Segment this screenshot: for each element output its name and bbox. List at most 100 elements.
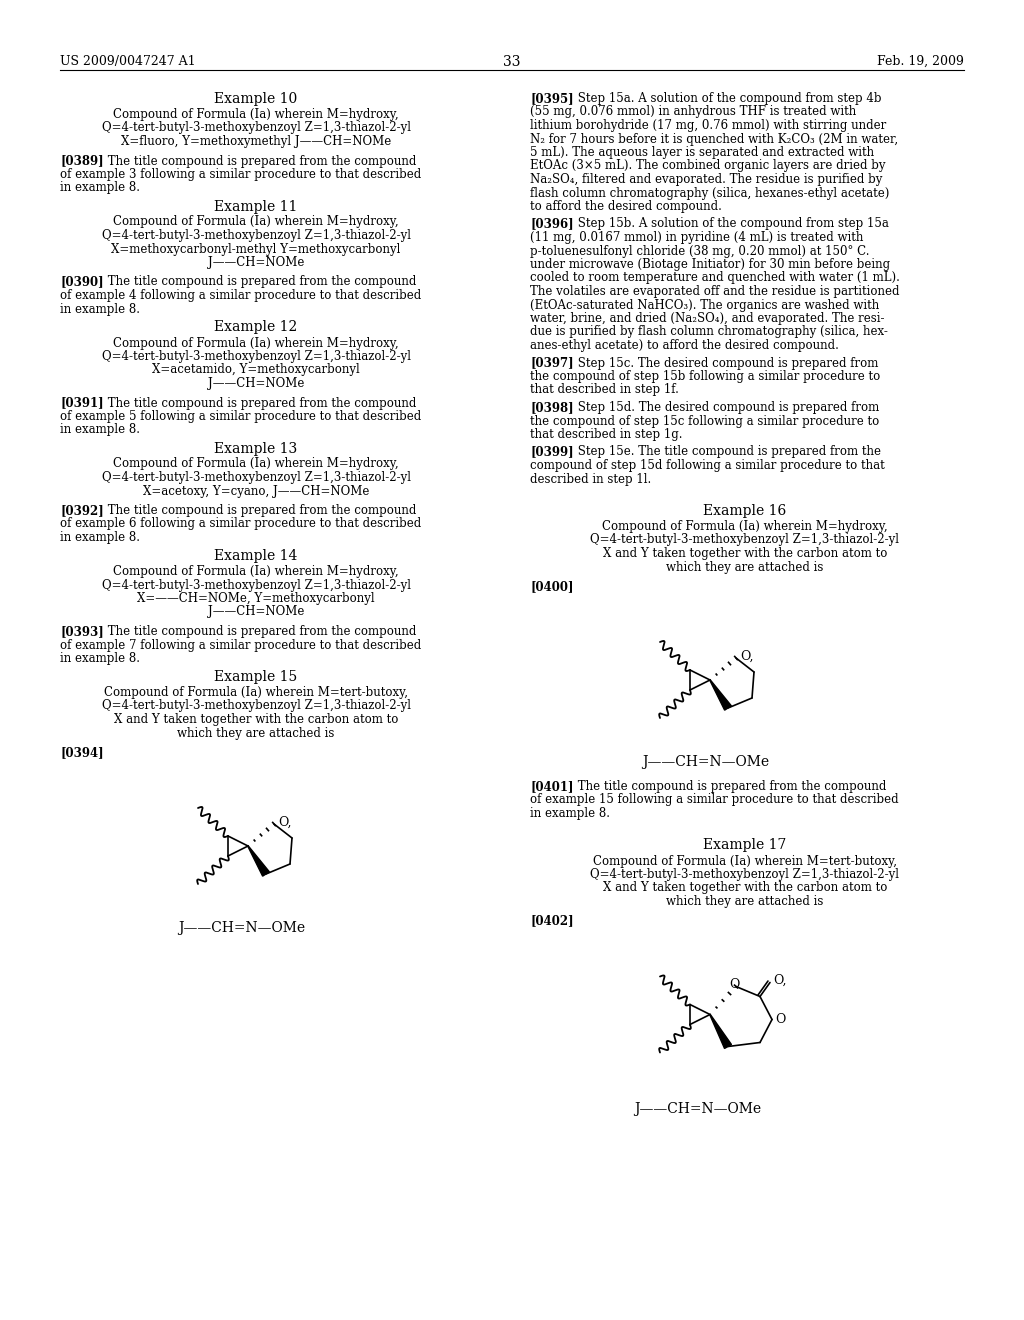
Text: (EtOAc-saturated NaHCO₃). The organics are washed with: (EtOAc-saturated NaHCO₃). The organics a…	[530, 298, 880, 312]
Text: Example 10: Example 10	[214, 92, 298, 106]
Text: The title compound is prepared from the compound: The title compound is prepared from the …	[104, 624, 417, 638]
Text: Example 17: Example 17	[703, 838, 786, 853]
Text: that described in step 1f.: that described in step 1f.	[530, 384, 679, 396]
Text: of example 6 following a similar procedure to that described: of example 6 following a similar procedu…	[60, 517, 421, 531]
Text: The title compound is prepared from the compound: The title compound is prepared from the …	[104, 276, 417, 289]
Text: that described in step 1g.: that described in step 1g.	[530, 428, 683, 441]
Text: Q=4-tert-butyl-3-methoxybenzoyl Z=1,3-thiazol-2-yl: Q=4-tert-butyl-3-methoxybenzoyl Z=1,3-th…	[101, 578, 411, 591]
Text: [0393]: [0393]	[60, 624, 103, 638]
Text: Q=4-tert-butyl-3-methoxybenzoyl Z=1,3-thiazol-2-yl: Q=4-tert-butyl-3-methoxybenzoyl Z=1,3-th…	[101, 228, 411, 242]
Text: X=acetoxy, Y=cyano, J——CH=NOMe: X=acetoxy, Y=cyano, J——CH=NOMe	[142, 484, 370, 498]
Text: Q=4-tert-butyl-3-methoxybenzoyl Z=1,3-thiazol-2-yl: Q=4-tert-butyl-3-methoxybenzoyl Z=1,3-th…	[101, 471, 411, 484]
Text: of example 3 following a similar procedure to that described: of example 3 following a similar procedu…	[60, 168, 421, 181]
Text: p-toluenesulfonyl chloride (38 mg, 0.20 mmol) at 150° C.: p-toluenesulfonyl chloride (38 mg, 0.20 …	[530, 244, 869, 257]
Polygon shape	[710, 680, 731, 710]
Text: Compound of Formula (Ia) wherein M=hydroxy,: Compound of Formula (Ia) wherein M=hydro…	[114, 215, 398, 228]
Text: O,: O,	[740, 649, 754, 663]
Text: the compound of step 15b following a similar procedure to: the compound of step 15b following a sim…	[530, 370, 881, 383]
Text: [0392]: [0392]	[60, 504, 103, 517]
Text: in example 8.: in example 8.	[60, 302, 140, 315]
Text: X and Y taken together with the carbon atom to: X and Y taken together with the carbon a…	[603, 546, 887, 560]
Text: [0402]: [0402]	[530, 915, 573, 928]
Text: in example 8.: in example 8.	[60, 424, 140, 437]
Text: Step 15b. A solution of the compound from step 15a: Step 15b. A solution of the compound fro…	[574, 218, 889, 231]
Text: X=methoxycarbonyl-methyl Y=methoxycarbonyl: X=methoxycarbonyl-methyl Y=methoxycarbon…	[112, 243, 400, 256]
Text: [0391]: [0391]	[60, 396, 103, 409]
Text: flash column chromatography (silica, hexanes-ethyl acetate): flash column chromatography (silica, hex…	[530, 186, 890, 199]
Text: J——CH=NOMe: J——CH=NOMe	[208, 378, 304, 389]
Text: O: O	[775, 1012, 785, 1026]
Text: X and Y taken together with the carbon atom to: X and Y taken together with the carbon a…	[114, 713, 398, 726]
Text: of example 5 following a similar procedure to that described: of example 5 following a similar procedu…	[60, 411, 421, 422]
Text: Example 15: Example 15	[214, 671, 298, 684]
Text: anes-ethyl acetate) to afford the desired compound.: anes-ethyl acetate) to afford the desire…	[530, 339, 839, 352]
Text: [0396]: [0396]	[530, 218, 573, 231]
Text: [0399]: [0399]	[530, 446, 573, 458]
Text: (55 mg, 0.076 mmol) in anhydrous THF is treated with: (55 mg, 0.076 mmol) in anhydrous THF is …	[530, 106, 856, 119]
Text: EtOAc (3×5 mL). The combined organic layers are dried by: EtOAc (3×5 mL). The combined organic lay…	[530, 160, 886, 173]
Text: [0394]: [0394]	[60, 746, 103, 759]
Text: Q=4-tert-butyl-3-methoxybenzoyl Z=1,3-thiazol-2-yl: Q=4-tert-butyl-3-methoxybenzoyl Z=1,3-th…	[101, 121, 411, 135]
Text: [0389]: [0389]	[60, 154, 103, 168]
Text: under microwave (Biotage Initiator) for 30 min before being: under microwave (Biotage Initiator) for …	[530, 257, 890, 271]
Text: J——CH=N—OMe: J——CH=N—OMe	[642, 755, 769, 770]
Text: Step 15d. The desired compound is prepared from: Step 15d. The desired compound is prepar…	[574, 401, 880, 414]
Text: The volatiles are evaporated off and the residue is partitioned: The volatiles are evaporated off and the…	[530, 285, 899, 298]
Text: (11 mg, 0.0167 mmol) in pyridine (4 mL) is treated with: (11 mg, 0.0167 mmol) in pyridine (4 mL) …	[530, 231, 863, 244]
Text: [0400]: [0400]	[530, 579, 573, 593]
Text: to afford the desired compound.: to afford the desired compound.	[530, 201, 722, 213]
Text: Compound of Formula (Ia) wherein M=hydroxy,: Compound of Formula (Ia) wherein M=hydro…	[114, 337, 398, 350]
Text: Step 15a. A solution of the compound from step 4b: Step 15a. A solution of the compound fro…	[574, 92, 882, 106]
Text: X=——CH=NOMe, Y=methoxycarbonyl: X=——CH=NOMe, Y=methoxycarbonyl	[137, 591, 375, 605]
Text: Example 14: Example 14	[214, 549, 298, 564]
Polygon shape	[248, 846, 269, 876]
Text: cooled to room temperature and quenched with water (1 mL).: cooled to room temperature and quenched …	[530, 272, 900, 285]
Text: The title compound is prepared from the compound: The title compound is prepared from the …	[104, 396, 417, 409]
Text: The title compound is prepared from the compound: The title compound is prepared from the …	[104, 154, 417, 168]
Text: Compound of Formula (Ia) wherein M=hydroxy,: Compound of Formula (Ia) wherein M=hydro…	[114, 108, 398, 121]
Text: [0398]: [0398]	[530, 401, 573, 414]
Text: J——CH=NOMe: J——CH=NOMe	[208, 606, 304, 619]
Text: [0395]: [0395]	[530, 92, 573, 106]
Text: J——CH=N—OMe: J——CH=N—OMe	[634, 1102, 761, 1117]
Text: Example 16: Example 16	[703, 504, 786, 517]
Text: X and Y taken together with the carbon atom to: X and Y taken together with the carbon a…	[603, 882, 887, 895]
Text: [0401]: [0401]	[530, 780, 573, 793]
Text: Example 12: Example 12	[214, 321, 298, 334]
Text: X=acetamido, Y=methoxycarbonyl: X=acetamido, Y=methoxycarbonyl	[153, 363, 359, 376]
Text: the compound of step 15c following a similar procedure to: the compound of step 15c following a sim…	[530, 414, 880, 428]
Text: in example 8.: in example 8.	[60, 531, 140, 544]
Polygon shape	[710, 1014, 731, 1048]
Text: Na₂SO₄, filtered and evaporated. The residue is purified by: Na₂SO₄, filtered and evaporated. The res…	[530, 173, 883, 186]
Text: J——CH=NOMe: J——CH=NOMe	[208, 256, 304, 269]
Text: in example 8.: in example 8.	[60, 652, 140, 665]
Text: Q=4-tert-butyl-3-methoxybenzoyl Z=1,3-thiazol-2-yl: Q=4-tert-butyl-3-methoxybenzoyl Z=1,3-th…	[591, 533, 899, 546]
Text: Step 15c. The desired compound is prepared from: Step 15c. The desired compound is prepar…	[574, 356, 879, 370]
Text: O,: O,	[773, 974, 786, 987]
Text: Compound of Formula (Ia) wherein M=tert-butoxy,: Compound of Formula (Ia) wherein M=tert-…	[104, 686, 408, 700]
Text: which they are attached is: which they are attached is	[667, 895, 823, 908]
Text: compound of step 15d following a similar procedure to that: compound of step 15d following a similar…	[530, 459, 885, 473]
Text: O,: O,	[278, 816, 292, 829]
Text: Q=4-tert-butyl-3-methoxybenzoyl Z=1,3-thiazol-2-yl: Q=4-tert-butyl-3-methoxybenzoyl Z=1,3-th…	[101, 700, 411, 713]
Text: in example 8.: in example 8.	[530, 807, 610, 820]
Text: Q=4-tert-butyl-3-methoxybenzoyl Z=1,3-thiazol-2-yl: Q=4-tert-butyl-3-methoxybenzoyl Z=1,3-th…	[101, 350, 411, 363]
Text: water, brine, and dried (Na₂SO₄), and evaporated. The resi-: water, brine, and dried (Na₂SO₄), and ev…	[530, 312, 885, 325]
Text: J——CH=N—OMe: J——CH=N—OMe	[178, 921, 305, 935]
Text: Compound of Formula (Ia) wherein M=hydroxy,: Compound of Formula (Ia) wherein M=hydro…	[114, 565, 398, 578]
Text: lithium borohydride (17 mg, 0.76 mmol) with stirring under: lithium borohydride (17 mg, 0.76 mmol) w…	[530, 119, 886, 132]
Text: of example 7 following a similar procedure to that described: of example 7 following a similar procedu…	[60, 639, 421, 652]
Text: The title compound is prepared from the compound: The title compound is prepared from the …	[104, 504, 417, 517]
Text: Compound of Formula (Ia) wherein M=hydroxy,: Compound of Formula (Ia) wherein M=hydro…	[114, 458, 398, 470]
Text: Compound of Formula (Ia) wherein M=tert-butoxy,: Compound of Formula (Ia) wherein M=tert-…	[593, 854, 897, 867]
Text: O: O	[729, 978, 739, 991]
Text: which they are attached is: which they are attached is	[177, 726, 335, 739]
Text: 5 mL). The aqueous layer is separated and extracted with: 5 mL). The aqueous layer is separated an…	[530, 147, 874, 158]
Text: X=fluoro, Y=methoxymethyl J——CH=NOMe: X=fluoro, Y=methoxymethyl J——CH=NOMe	[121, 135, 391, 148]
Text: Compound of Formula (Ia) wherein M=hydroxy,: Compound of Formula (Ia) wherein M=hydro…	[602, 520, 888, 533]
Text: of example 4 following a similar procedure to that described: of example 4 following a similar procedu…	[60, 289, 421, 302]
Text: 33: 33	[503, 55, 521, 69]
Text: due is purified by flash column chromatography (silica, hex-: due is purified by flash column chromato…	[530, 326, 888, 338]
Text: [0397]: [0397]	[530, 356, 573, 370]
Text: US 2009/0047247 A1: US 2009/0047247 A1	[60, 55, 196, 69]
